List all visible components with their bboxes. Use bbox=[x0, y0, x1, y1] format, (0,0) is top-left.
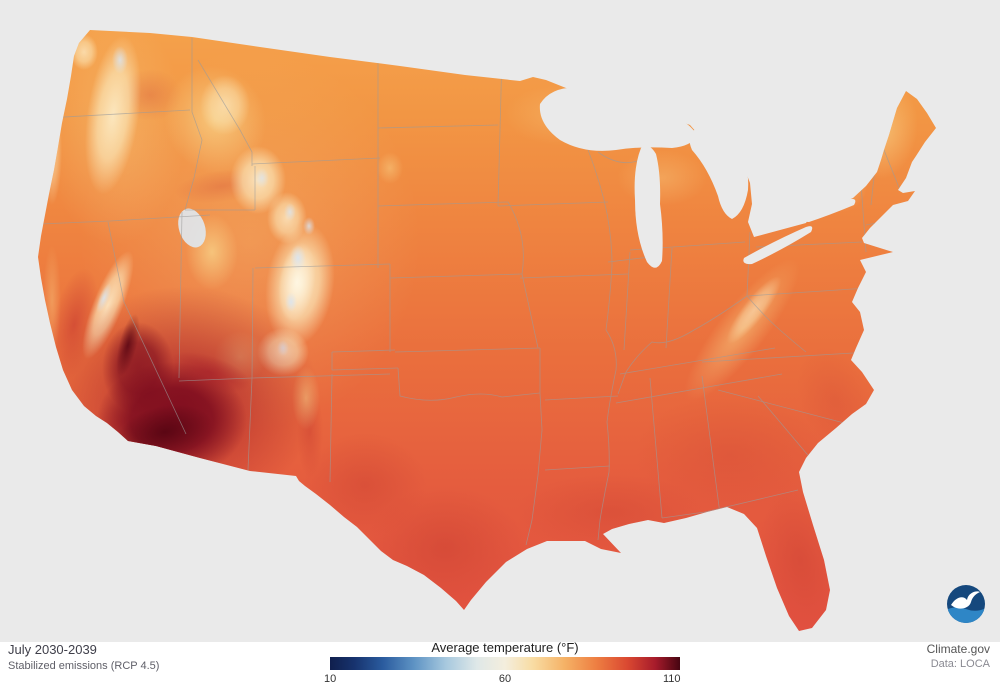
temperature-field bbox=[38, 30, 936, 631]
site-credit: Climate.gov bbox=[926, 642, 990, 656]
lake-michigan bbox=[634, 145, 663, 268]
period-label: July 2030-2039 bbox=[8, 642, 97, 657]
lake-erie bbox=[743, 226, 813, 265]
colorbar-gradient-rect bbox=[330, 657, 680, 670]
great-lakes bbox=[539, 87, 856, 268]
map-background bbox=[0, 0, 1000, 642]
noaa-logo-emblem bbox=[947, 585, 985, 623]
lake-huron bbox=[689, 130, 749, 219]
great-salt-lake bbox=[178, 208, 206, 248]
scenario-label: Stabilized emissions (RCP 4.5) bbox=[8, 660, 160, 672]
lake-superior bbox=[539, 87, 696, 151]
legend-tick-mid: 60 bbox=[498, 673, 512, 685]
noaa-logo-sea bbox=[947, 607, 985, 623]
lake-ontario bbox=[801, 198, 856, 222]
us-temperature-map bbox=[38, 30, 936, 631]
credits: Climate.gov Data: LOCA bbox=[927, 642, 990, 670]
noaa-logo bbox=[946, 584, 986, 624]
legend-title: Average temperature (°F) bbox=[431, 640, 579, 655]
legend-tick-min: 10 bbox=[324, 673, 337, 685]
data-credit: Data: LOCA bbox=[930, 658, 990, 670]
noaa-logo-gull-icon bbox=[951, 591, 980, 609]
legend-tick-max: 110 bbox=[663, 673, 681, 685]
map-caption: July 2030-2039 Stabilized emissions (RCP… bbox=[8, 642, 159, 672]
legend-colorbar bbox=[330, 657, 680, 670]
